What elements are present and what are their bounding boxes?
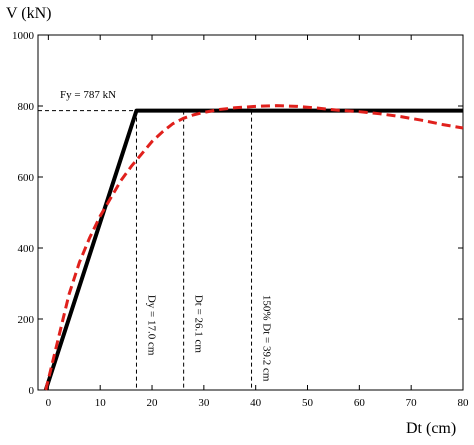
series-group bbox=[43, 104, 464, 391]
y-tick-label: 0 bbox=[29, 385, 35, 397]
x-tick-label: 60 bbox=[354, 397, 366, 409]
reference-lines: Dy = 17.0 cm Dt = 26.1 cm 150% Dt = 39.2 c… bbox=[38, 110, 273, 390]
y-tick-label: 400 bbox=[18, 243, 35, 255]
displacement-marker-label: Dt = 26.1 cm bbox=[193, 295, 205, 354]
x-tick-label: 0 bbox=[46, 397, 52, 409]
displacement-marker-label: Dy = 17.0 cm bbox=[145, 295, 157, 356]
axes bbox=[37, 34, 464, 391]
y-tick-label: 200 bbox=[18, 314, 35, 326]
displacement-marker-label: 150% Dt = 39.2 cm bbox=[261, 295, 273, 382]
y-tick-label: 1000 bbox=[12, 30, 35, 42]
pushover-curve-line bbox=[44, 104, 464, 391]
x-tick-label: 70 bbox=[406, 397, 418, 409]
x-tick-label: 50 bbox=[302, 397, 314, 409]
y-tick-label: 600 bbox=[18, 172, 35, 184]
x-tick-label: 10 bbox=[95, 397, 107, 409]
bilinear-idealization-line bbox=[43, 108, 463, 391]
x-axis-label: Dt (cm) bbox=[406, 420, 456, 437]
y-tick-label: 800 bbox=[18, 101, 35, 113]
plot-frame bbox=[37, 34, 464, 391]
yield-force-label: Fy = 787 kN bbox=[60, 89, 116, 101]
x-tick-label: 40 bbox=[250, 397, 262, 409]
y-axis-label: V (kN) bbox=[6, 5, 51, 22]
x-tick-label: 80 bbox=[458, 397, 470, 409]
x-tick-label: 30 bbox=[198, 397, 210, 409]
x-tick-label: 20 bbox=[147, 397, 159, 409]
